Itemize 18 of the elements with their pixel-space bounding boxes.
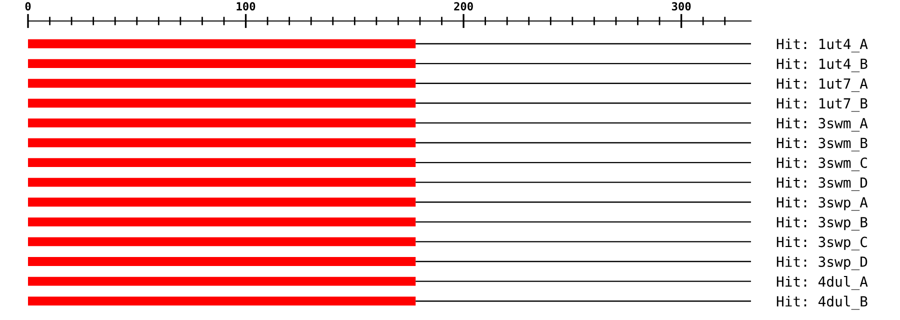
y-tick-label: Hit: 3swp_A: [776, 196, 868, 211]
y-tick-label: Hit: 1ut7_A: [776, 78, 868, 92]
x-tick-label: 100: [236, 2, 256, 11]
y-tick-label: Hit: 4dul_A: [776, 276, 868, 290]
x-tick-label: 0: [25, 2, 31, 11]
y-tick-label: Hit: 3swp_C: [776, 236, 867, 250]
y-tick-label: Hit: 3swm_A: [776, 118, 868, 132]
y-tick-label: Hit: 1ut7_B: [776, 98, 868, 112]
y-tick-label: Hit: 3swm_B: [776, 137, 868, 152]
y-tick-label: Hit: 1ut4_A: [776, 38, 868, 52]
x-tick-label: 300: [672, 2, 691, 11]
y-tick-label: Hit: 4dul_B: [776, 296, 868, 310]
y-tick-label: Hit: 3swm_C: [776, 157, 867, 172]
y-tick-label: Hit: 1ut4_B: [776, 58, 868, 72]
x-tick-label: 200: [454, 2, 473, 11]
y-tick-label: Hit: 3swp_D: [776, 256, 868, 270]
y-tick-label: Hit: 3swm_D: [776, 177, 868, 191]
y-tick-label: Hit: 3swp_B: [776, 216, 868, 230]
